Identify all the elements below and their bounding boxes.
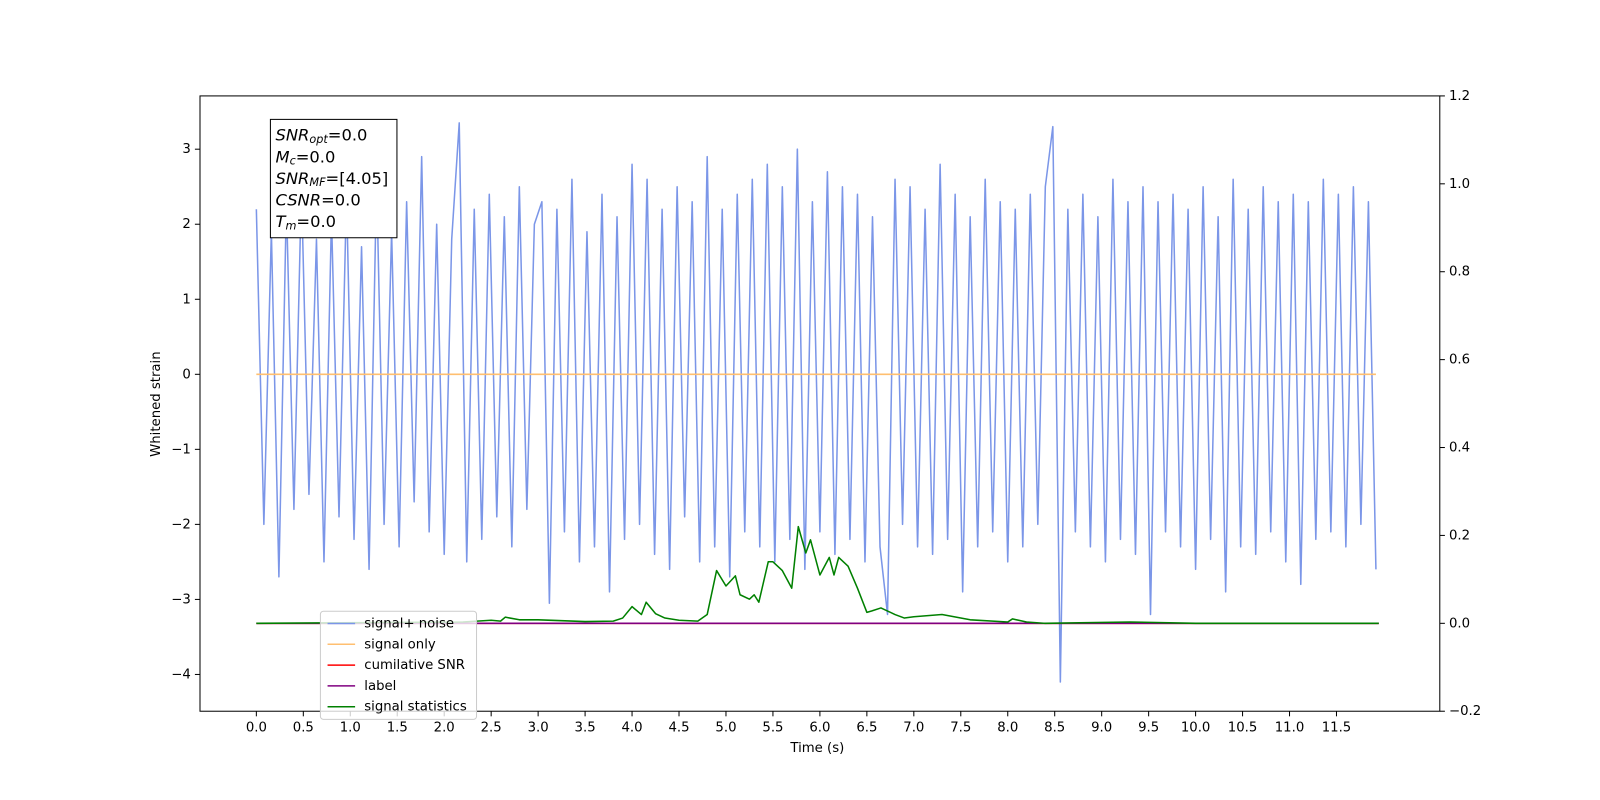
legend-label: signal+ noise (364, 616, 454, 631)
annotation-value: =0.0 (328, 125, 368, 144)
y-tick-label: −4 (171, 667, 191, 682)
legend-label: label (364, 679, 396, 694)
x-tick-label: 3.5 (575, 721, 596, 736)
y2-tick-label: 1.0 (1449, 177, 1470, 192)
annotation-subscript: MF (309, 176, 326, 189)
x-tick-label: 8.5 (1044, 721, 1065, 736)
x-tick-label: 8.0 (997, 721, 1018, 736)
y-tick-label: −3 (171, 592, 191, 607)
legend-label: signal only (364, 637, 436, 652)
annotation-symbol: M (276, 147, 290, 166)
annotation-subscript: opt (309, 133, 328, 146)
x-axis-label: Time (s) (789, 741, 844, 756)
x-tick-label: 5.5 (762, 721, 783, 736)
y2-tick-label: 0.0 (1449, 616, 1470, 631)
annotation-frame (269, 118, 398, 239)
x-tick-label: 6.0 (809, 721, 830, 736)
x-tick-label: 9.0 (1091, 721, 1112, 736)
x-tick-label: 6.5 (856, 721, 877, 736)
x-tick-label: 4.5 (668, 721, 689, 736)
annotation-line: SNRopt=0.0 (276, 125, 368, 146)
y-tick-label: 2 (182, 217, 190, 232)
legend: signal+ noise signal only cumilative SNR la… (319, 610, 478, 720)
annotation-line: CSNR=0.0 (276, 190, 361, 209)
annotation-symbol: CSNR (276, 190, 322, 209)
y2-tick-label: −0.2 (1449, 704, 1481, 719)
x-tick-label: 11.0 (1275, 721, 1305, 736)
series-line (256, 525, 1379, 625)
legend-label: signal statistics (364, 700, 467, 715)
annotation-value: =0.0 (321, 190, 361, 209)
annotation-symbol: SNR (276, 168, 310, 187)
x-tick-label: 7.5 (950, 721, 971, 736)
x-tick-label: 2.5 (481, 721, 502, 736)
y2-tick-label: 0.6 (1449, 353, 1470, 368)
y2-tick-label: 0.2 (1449, 528, 1470, 543)
annotation-symbol: T (276, 212, 288, 231)
annotation-subscript: m (285, 219, 296, 232)
annotation-line: Tm=0.0 (276, 212, 337, 233)
x-tick-label: 0.5 (293, 721, 314, 736)
y2-tick-label: 1.2 (1449, 89, 1470, 104)
x-tick-label: 10.5 (1228, 721, 1258, 736)
y-tick-label: −2 (171, 517, 191, 532)
legend-frame (319, 610, 478, 720)
x-tick-label: 7.0 (903, 721, 924, 736)
x-tick-label: 1.0 (340, 721, 361, 736)
annotation-box: SNRopt=0.0Mc=0.0SNRMF=[4.05]CSNR=0.0Tm=0… (269, 118, 398, 239)
annotation-subscript: c (290, 154, 297, 167)
x-tick-label: 11.5 (1322, 721, 1352, 736)
y2-tick-label: 0.8 (1449, 265, 1470, 280)
annotation-line: SNRMF=[4.05] (276, 168, 389, 189)
y2-tick-label: 0.4 (1449, 441, 1470, 456)
annotation-line: Mc=0.0 (276, 147, 336, 168)
y-tick-label: −1 (171, 442, 191, 457)
annotation-value: =0.0 (296, 212, 336, 231)
x-tick-label: 3.0 (528, 721, 549, 736)
x-tick-label: 10.0 (1181, 721, 1211, 736)
y-tick-label: 1 (182, 292, 190, 307)
annotation-symbol: SNR (276, 125, 310, 144)
x-tick-label: 4.0 (622, 721, 643, 736)
x-tick-label: 5.0 (715, 721, 736, 736)
series-line (255, 122, 1377, 683)
y-tick-label: 0 (182, 367, 190, 382)
x-tick-label: 2.0 (434, 721, 455, 736)
y-axis-label: Whitened strain (149, 351, 164, 456)
x-tick-label: 1.5 (387, 721, 408, 736)
y-tick-label: 3 (182, 142, 190, 157)
x-tick-label: 9.5 (1138, 721, 1159, 736)
plot-frame (199, 95, 1441, 712)
annotation-value: =[4.05] (326, 168, 389, 187)
x-tick-label: 0.0 (246, 721, 267, 736)
annotation-value: =0.0 (296, 147, 336, 166)
legend-label: cumilative SNR (364, 658, 465, 673)
